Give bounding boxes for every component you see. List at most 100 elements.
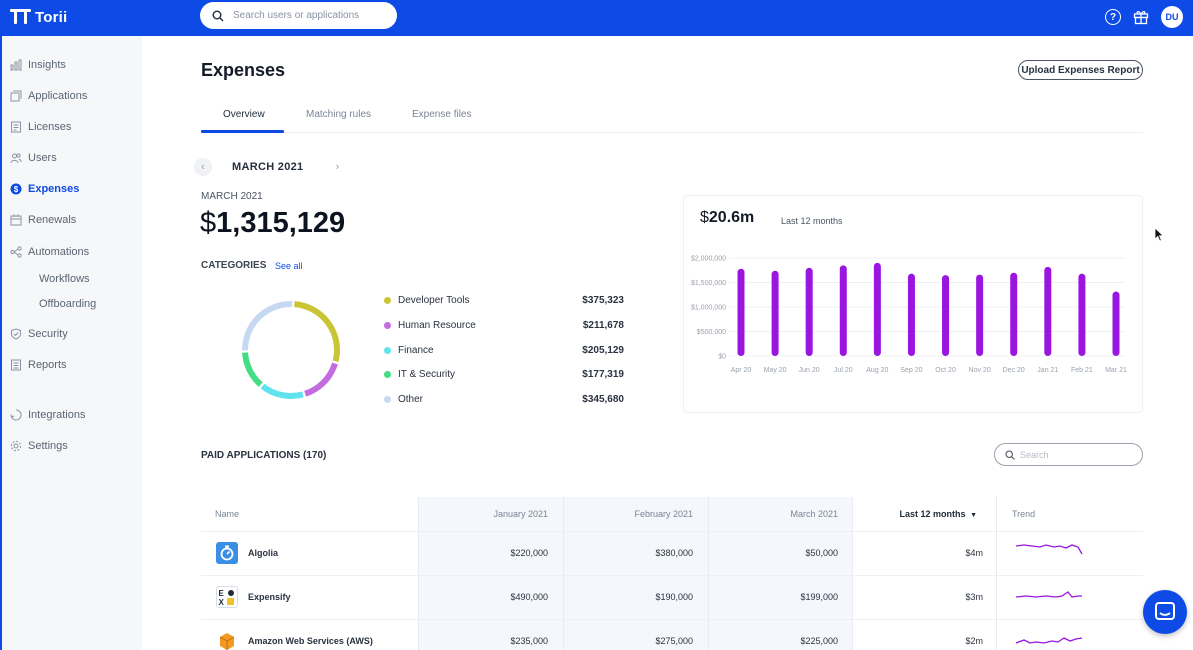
sidebar-item-insights[interactable]: Insights — [10, 59, 66, 71]
bar[interactable] — [805, 267, 813, 356]
chat-launcher-button[interactable] — [1143, 590, 1187, 634]
gear-icon — [10, 440, 22, 452]
period-label: MARCH 2021 — [201, 191, 263, 202]
total-value: 1,315,129 — [216, 207, 346, 239]
gift-icon[interactable] — [1133, 9, 1149, 25]
see-all-link[interactable]: See all — [275, 261, 303, 271]
category-amount: $375,323 — [582, 294, 624, 306]
x-tick-label: Dec 20 — [1003, 367, 1025, 374]
x-tick-label: Oct 20 — [935, 367, 956, 374]
paid-applications-table: Name January 2021 February 2021 March 20… — [201, 497, 1143, 650]
sidebar-item-settings[interactable]: Settings — [10, 440, 68, 452]
donut-slice[interactable] — [260, 383, 304, 399]
sidebar: Insights Applications Licenses Users $ E… — [0, 36, 142, 650]
donut-slice[interactable] — [294, 301, 340, 362]
sidebar-item-licenses[interactable]: Licenses — [10, 121, 71, 133]
column-divider — [418, 497, 419, 650]
sidebar-item-integrations[interactable]: Integrations — [10, 409, 85, 421]
chevron-left-icon: ‹ — [201, 161, 205, 173]
app-name[interactable]: Amazon Web Services (AWS) — [248, 636, 373, 646]
column-header-february[interactable]: February 2021 — [634, 509, 693, 519]
sidebar-item-users[interactable]: Users — [10, 152, 57, 164]
top-bar: Torii ? DU — [0, 0, 1193, 36]
bar[interactable] — [976, 274, 984, 356]
column-header-name[interactable]: Name — [215, 509, 240, 519]
sidebar-item-reports[interactable]: Reports — [10, 359, 67, 371]
applications-search[interactable] — [994, 443, 1143, 466]
bar[interactable] — [907, 273, 915, 356]
next-month-button[interactable]: › — [328, 158, 346, 176]
sidebar-item-label: Reports — [28, 359, 67, 371]
donut-slice[interactable] — [242, 352, 263, 387]
torii-logo-icon — [10, 7, 32, 27]
legend-dot — [384, 321, 391, 329]
sidebar-item-label: Integrations — [28, 409, 86, 421]
sidebar-item-offboarding[interactable]: Offboarding — [39, 298, 97, 310]
tabs: Overview Matching rules Expense files — [201, 102, 1143, 133]
last-12-months-total: $20.6m — [700, 209, 754, 227]
x-tick-label: Aug 20 — [866, 367, 888, 374]
app-name[interactable]: Expensify — [248, 592, 291, 602]
applications-search-input[interactable] — [1020, 449, 1130, 460]
donut-slice[interactable] — [304, 362, 338, 397]
bar[interactable] — [1078, 273, 1086, 356]
bar[interactable] — [737, 268, 745, 356]
feb-amount: $275,000 — [655, 636, 693, 646]
column-header-trend: Trend — [1012, 509, 1036, 519]
bar[interactable] — [771, 270, 779, 356]
bar[interactable] — [839, 265, 847, 356]
y-tick-label: $500,000 — [697, 329, 726, 336]
torii-logo[interactable]: Torii — [10, 7, 67, 27]
bar[interactable] — [1010, 272, 1018, 356]
legend-dot — [384, 370, 391, 378]
x-tick-label: Feb 21 — [1071, 367, 1093, 374]
sidebar-item-renewals[interactable]: Renewals — [10, 214, 76, 226]
help-icon[interactable]: ? — [1105, 9, 1121, 25]
jan-amount: $220,000 — [510, 548, 548, 558]
trend-sparkline — [1016, 637, 1083, 644]
app-name[interactable]: Algolia — [248, 548, 279, 558]
y-tick-label: $1,000,000 — [691, 305, 726, 312]
applications-icon — [10, 90, 22, 102]
column-divider — [852, 497, 853, 650]
category-amount: $345,680 — [582, 393, 624, 405]
categories-donut-chart — [242, 301, 340, 399]
column-header-last-12-months[interactable]: Last 12 months ▼ — [863, 509, 977, 519]
sidebar-item-security[interactable]: Security — [10, 328, 68, 340]
user-avatar[interactable]: DU — [1161, 6, 1183, 28]
row-divider — [201, 619, 1143, 620]
mar-amount: $199,000 — [800, 592, 838, 602]
upload-expenses-report-button[interactable]: Upload Expenses Report — [1018, 60, 1143, 80]
category-name: Developer Tools — [398, 294, 470, 306]
jan-amount: $490,000 — [510, 592, 548, 602]
bar[interactable] — [1112, 291, 1120, 356]
global-search-input[interactable] — [233, 10, 383, 21]
shield-icon — [10, 328, 22, 340]
licenses-icon — [10, 121, 22, 133]
last-12-months-amount: $4m — [965, 548, 983, 558]
bar[interactable] — [1044, 266, 1052, 356]
paid-applications-title: PAID APPLICATIONS (170) — [201, 450, 327, 461]
global-search[interactable] — [200, 2, 397, 29]
sidebar-item-automations[interactable]: Automations — [10, 246, 89, 258]
sidebar-item-expenses[interactable]: $ Expenses — [10, 183, 79, 195]
app-name: Torii — [35, 8, 68, 26]
donut-slice[interactable] — [242, 301, 293, 351]
sidebar-item-label: Automations — [28, 246, 90, 258]
sidebar-item-applications[interactable]: Applications — [10, 90, 87, 102]
month-columns-background — [418, 497, 852, 650]
tab-matching-rules[interactable]: Matching rules — [306, 109, 372, 120]
previous-month-button[interactable]: ‹ — [194, 158, 212, 176]
tab-expense-files[interactable]: Expense files — [412, 109, 472, 120]
calendar-icon — [10, 214, 22, 226]
sidebar-item-workflows[interactable]: Workflows — [39, 273, 90, 285]
bar[interactable] — [942, 275, 950, 356]
active-tab-indicator — [201, 130, 284, 133]
feb-amount: $380,000 — [655, 548, 693, 558]
reports-icon — [10, 359, 22, 371]
column-header-march[interactable]: March 2021 — [790, 509, 838, 519]
bar[interactable] — [873, 262, 881, 356]
tab-overview[interactable]: Overview — [223, 109, 265, 120]
column-header-january[interactable]: January 2021 — [493, 509, 548, 519]
category-name: Other — [398, 393, 424, 405]
